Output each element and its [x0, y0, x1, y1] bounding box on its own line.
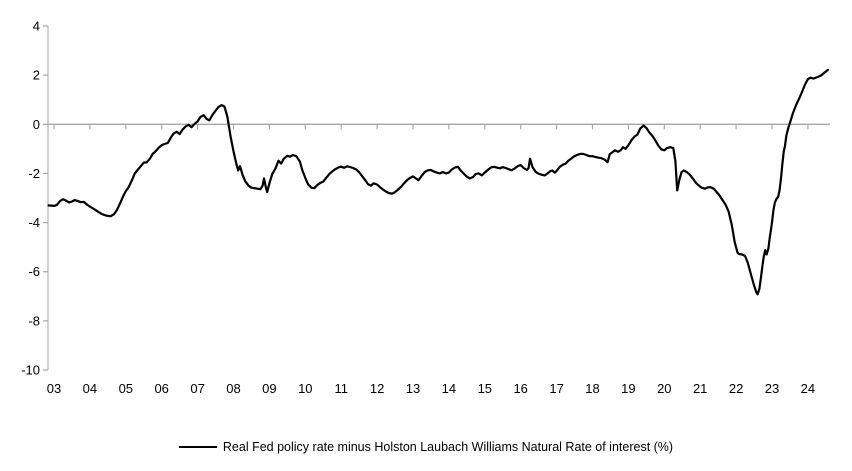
x-axis-label: 09 — [262, 381, 276, 396]
legend: Real Fed policy rate minus Holston Lauba… — [0, 434, 852, 460]
x-axis-label: 15 — [478, 381, 492, 396]
x-axis-label: 05 — [119, 381, 133, 396]
y-axis-label: -10 — [21, 363, 40, 378]
y-axis-label: -4 — [28, 215, 40, 230]
y-axis-label: 2 — [33, 68, 40, 83]
x-axis-label: 03 — [47, 381, 61, 396]
x-axis-label: 08 — [226, 381, 240, 396]
x-axis-label: 11 — [334, 381, 348, 396]
x-axis-label: 24 — [801, 381, 815, 396]
x-axis-label: 17 — [549, 381, 563, 396]
x-axis-label: 12 — [370, 381, 384, 396]
y-axis-label: 0 — [33, 117, 40, 132]
legend-label: Real Fed policy rate minus Holston Lauba… — [222, 440, 674, 454]
x-axis-label: 22 — [729, 381, 743, 396]
x-axis-label: 10 — [298, 381, 312, 396]
y-axis-label: -8 — [28, 313, 40, 328]
x-axis-label: 23 — [765, 381, 779, 396]
series-line — [47, 68, 830, 296]
x-axis-label: 18 — [585, 381, 599, 396]
x-axis-label: 07 — [190, 381, 204, 396]
x-axis-label: 21 — [693, 381, 707, 396]
x-axis-label: 13 — [406, 381, 420, 396]
x-axis-label: 14 — [442, 381, 456, 396]
x-axis-label: 20 — [657, 381, 671, 396]
legend-line-swatch — [178, 446, 217, 448]
y-axis-label: -6 — [28, 264, 40, 279]
x-axis-label: 06 — [154, 381, 168, 396]
x-axis-label: 16 — [513, 381, 527, 396]
y-axis-label: 4 — [33, 19, 40, 34]
x-axis-label: 04 — [83, 381, 97, 396]
x-axis-label: 19 — [621, 381, 635, 396]
y-axis-label: -2 — [28, 166, 40, 181]
